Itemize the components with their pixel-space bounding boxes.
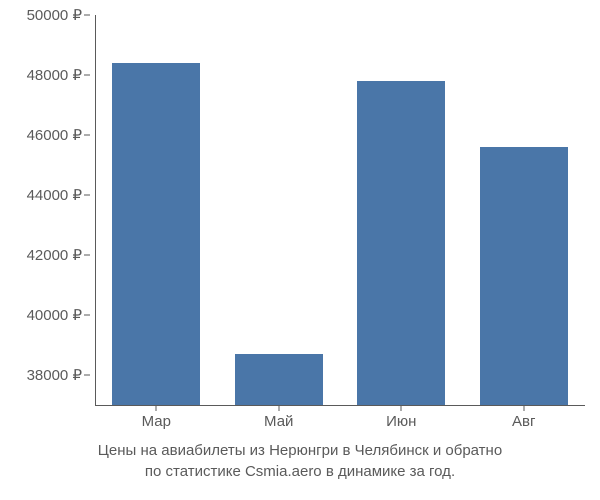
chart-caption: Цены на авиабилеты из Нерюнгри в Челябин… [0, 440, 600, 482]
y-tick-mark [84, 315, 90, 316]
y-tick-mark [84, 375, 90, 376]
x-tick-label: Июн [386, 413, 416, 430]
y-tick-label: 48000 ₽ [27, 66, 82, 84]
chart-container: 38000 ₽ 40000 ₽ 42000 ₽ 44000 ₽ 46000 ₽ 48000… [0, 0, 600, 500]
y-tick-mark [84, 195, 90, 196]
bar [235, 354, 323, 405]
caption-line-2: по статистике Csmia.aero в динамике за г… [145, 463, 455, 480]
bar [357, 81, 445, 405]
x-tick-label: Май [264, 413, 293, 430]
y-tick-mark [84, 15, 90, 16]
y-tick-label: 44000 ₽ [27, 186, 82, 204]
y-tick-label: 40000 ₽ [27, 306, 82, 324]
plot-area [95, 15, 585, 405]
y-axis: 38000 ₽ 40000 ₽ 42000 ₽ 44000 ₽ 46000 ₽ 48000… [0, 15, 90, 405]
y-tick-mark [84, 75, 90, 76]
y-tick-label: 50000 ₽ [27, 6, 82, 24]
y-tick-label: 38000 ₽ [27, 366, 82, 384]
y-tick-label: 42000 ₽ [27, 246, 82, 264]
x-axis: Мар Май Июн Авг [95, 405, 585, 435]
bar [480, 147, 568, 405]
x-tick-mark [156, 405, 157, 411]
x-tick-mark [523, 405, 524, 411]
y-tick-mark [84, 135, 90, 136]
caption-line-1: Цены на авиабилеты из Нерюнгри в Челябин… [98, 442, 502, 459]
bar [112, 63, 200, 405]
x-tick-mark [401, 405, 402, 411]
x-tick-label: Мар [142, 413, 171, 430]
x-tick-label: Авг [512, 413, 535, 430]
y-tick-mark [84, 255, 90, 256]
x-tick-mark [278, 405, 279, 411]
y-tick-label: 46000 ₽ [27, 126, 82, 144]
